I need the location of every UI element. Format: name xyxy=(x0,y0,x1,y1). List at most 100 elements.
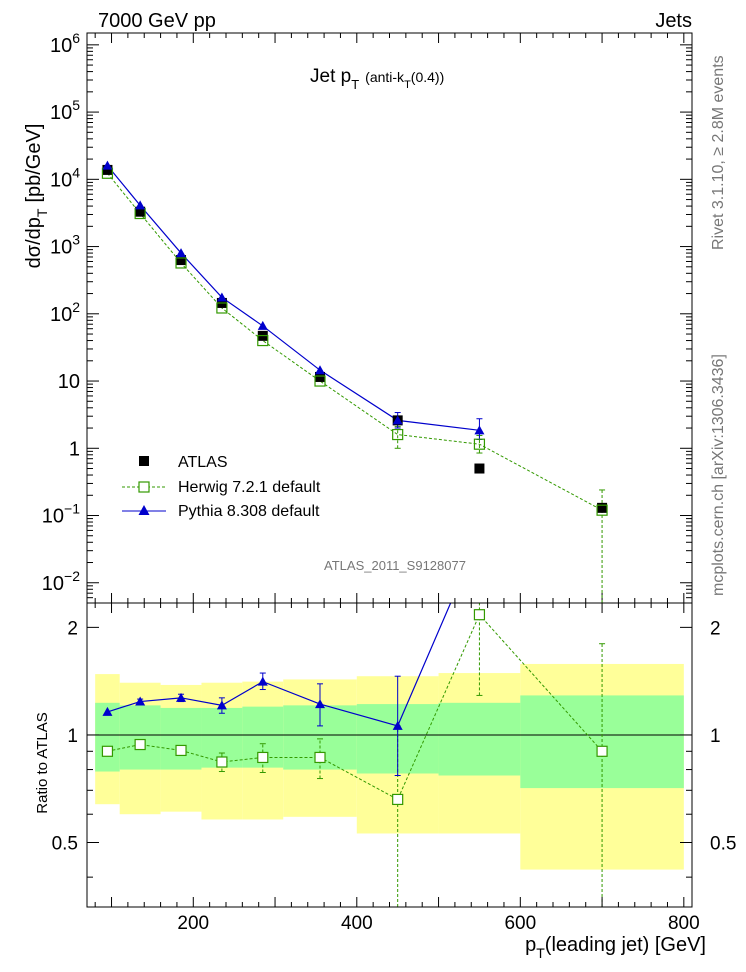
ratio-ylabel: Ratio to ATLAS xyxy=(34,712,51,813)
xlabel-p: p xyxy=(525,934,536,956)
main-ytick-label: 104 xyxy=(50,164,80,191)
ytick-base: 10 xyxy=(50,237,72,259)
legend-atlas-marker xyxy=(139,456,149,466)
ytick-exponent: 4 xyxy=(72,164,80,180)
ytick-exponent: 6 xyxy=(72,30,80,46)
main-ytick-label: 10 xyxy=(58,371,80,393)
ytick-exponent: −1 xyxy=(64,501,80,517)
title-close: (0.4)) xyxy=(411,69,444,85)
ytick-base: 10 xyxy=(50,35,72,57)
main-data xyxy=(101,160,608,603)
ratio-band-green xyxy=(438,702,521,776)
ratio-pythia-point xyxy=(474,531,484,540)
legend-pythia-marker xyxy=(138,505,150,515)
ratio-band-green xyxy=(160,707,202,770)
ratio-uncertainty-bands xyxy=(87,663,692,870)
analysis-watermark: ATLAS_2011_S9128077 xyxy=(324,558,466,573)
main-ytick-label: 103 xyxy=(50,232,80,259)
herwig-point xyxy=(473,438,486,450)
ratio-pythia-point xyxy=(102,706,113,716)
xlabel-rest: (leading jet) [GeV] xyxy=(545,934,706,956)
ytick-base: 10 xyxy=(42,573,64,595)
ratio-ytick-label: 2 xyxy=(67,618,78,639)
ratio-xtick-label: 200 xyxy=(177,913,209,934)
ratio-xtick-label: 800 xyxy=(668,913,700,934)
rivet-label: Rivet 3.1.10, ≥ 2.8M events xyxy=(710,55,727,250)
herwig-point xyxy=(392,428,404,441)
ylabel-unit: [pb/GeV] xyxy=(23,124,45,203)
ytick-base: 10 xyxy=(50,169,72,191)
ratio-pythia-point xyxy=(135,696,146,706)
ytick-exponent: 3 xyxy=(72,232,80,248)
atlas-point xyxy=(102,164,113,175)
ratio-ytick-label: 1 xyxy=(67,726,78,747)
pythia-point xyxy=(176,248,187,258)
ratio-pythia-point xyxy=(392,720,403,730)
legend: ATLAS Herwig 7.2.1 default Pythia 8.308 … xyxy=(122,454,321,520)
title-open: (anti-k xyxy=(365,69,405,85)
ylabel-main: dσ/dp xyxy=(23,217,45,268)
ylabel-sub: T xyxy=(34,208,50,217)
plot-title: Jet pT (anti-kT(0.4)) xyxy=(310,66,444,92)
pythia-point xyxy=(135,200,146,210)
herwig-point xyxy=(314,375,326,387)
ratio-xtick-label: 600 xyxy=(504,913,536,934)
ratio-band-green xyxy=(119,705,161,770)
pythia-point xyxy=(102,160,113,170)
atlas-point xyxy=(135,206,146,217)
pythia-line xyxy=(106,165,480,431)
ratio-herwig-point xyxy=(392,793,404,806)
ratio-pythia-point xyxy=(176,692,187,702)
ratio-herwig-point xyxy=(473,609,486,621)
ratio-ytick-label-right: 2 xyxy=(710,618,721,639)
ytick-base: 10 xyxy=(42,506,64,528)
atlas-point xyxy=(315,371,326,382)
ratio-pythia-point xyxy=(315,699,326,709)
ratio-pythia-point xyxy=(257,676,268,686)
ytick-base: 10 xyxy=(50,304,72,326)
ratio-axes: 200 400 600 800 0.5 0.5 1 1 2 2 xyxy=(52,602,736,934)
pythia-point xyxy=(257,320,268,330)
ratio-herwig-point xyxy=(596,745,608,757)
header-category: Jets xyxy=(655,10,692,32)
title-sub: T xyxy=(351,77,359,92)
title-jet: Jet p xyxy=(310,66,351,87)
main-ytick-label: 105 xyxy=(50,97,80,124)
atlas-point xyxy=(176,255,187,266)
ratio-herwig-point xyxy=(101,745,114,757)
xlabel-sub: T xyxy=(536,945,545,961)
main-ytick-label: 10−2 xyxy=(42,568,80,595)
ytick-exponent: 5 xyxy=(72,97,80,113)
main-ytick-label: 1 xyxy=(69,438,80,460)
pythia-point xyxy=(392,415,403,425)
ratio-herwig-point xyxy=(175,744,187,757)
ratio-herwig-point xyxy=(257,751,269,764)
legend-herwig-label: Herwig 7.2.1 default xyxy=(178,479,321,496)
ratio-xlabel: pT(leading jet) [GeV] xyxy=(525,934,706,961)
ratio-ytick-label: 0.5 xyxy=(52,834,78,855)
ratio-ytick-label-right: 0.5 xyxy=(710,834,736,855)
legend-atlas-label: ATLAS xyxy=(178,454,228,471)
herwig-point xyxy=(216,302,228,314)
atlas-point xyxy=(474,463,485,474)
legend-pythia-label: Pythia 8.308 default xyxy=(178,503,320,520)
pythia-point xyxy=(315,365,326,375)
ratio-clip-group xyxy=(101,531,608,907)
ratio-herwig-point xyxy=(314,751,326,764)
mcplots-label: mcplots.cern.ch [arXiv:1306.3436] xyxy=(710,354,727,596)
main-ytick-label: 102 xyxy=(50,299,80,326)
header-energy: 7000 GeV pp xyxy=(98,10,216,32)
herwig-point xyxy=(175,257,187,269)
title-sub2: T xyxy=(404,79,411,91)
ytick-exponent: −2 xyxy=(64,568,80,584)
pythia-point xyxy=(474,425,485,435)
main-ytick-label: 106 xyxy=(50,30,80,57)
herwig-point xyxy=(257,334,269,347)
ratio-herwig-point xyxy=(216,756,228,768)
ratio-data xyxy=(101,531,608,907)
ratio-pythia-line xyxy=(107,603,452,727)
legend-herwig-marker xyxy=(138,481,150,493)
ratio-herwig-line xyxy=(107,613,603,801)
